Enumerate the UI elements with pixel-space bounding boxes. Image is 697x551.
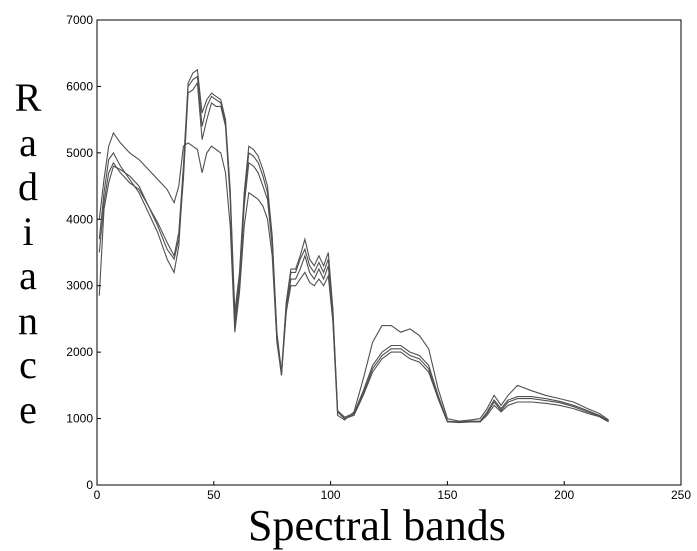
y-axis-label-letter: n xyxy=(18,297,38,343)
tick-layer: 0 50 100 150 200 250 0 1000 2000 3000 4000 5000 6000… xyxy=(66,13,691,502)
y-axis-label-letter: a xyxy=(19,119,37,165)
y-axis-label-letter: e xyxy=(19,386,37,432)
y-tick-label: 5000 xyxy=(66,146,93,160)
x-tick-label: 100 xyxy=(321,488,341,502)
x-tick-label: 200 xyxy=(554,488,574,502)
y-tick-label: 4000 xyxy=(66,212,93,226)
y-tick-label: 7000 xyxy=(66,13,93,27)
y-axis-label-letter: R xyxy=(14,75,42,120)
series-layer xyxy=(98,68,609,424)
y-tick-label: 0 xyxy=(86,478,93,492)
y-tick-label: 1000 xyxy=(66,412,93,426)
y-axis-label-letter: d xyxy=(18,164,38,209)
series-line-4 xyxy=(98,68,609,423)
y-axis-label-letter: a xyxy=(19,253,37,298)
plot-area-frame xyxy=(96,19,682,486)
x-tick-label: 250 xyxy=(671,488,691,502)
x-axis-label: Spectral bands xyxy=(248,501,506,550)
x-tick-label: 0 xyxy=(94,488,101,502)
x-tick-label: 150 xyxy=(437,488,457,502)
y-tick-label: 6000 xyxy=(66,79,93,93)
x-tick-label: 50 xyxy=(207,488,221,502)
y-axis-label-letter: c xyxy=(19,342,37,387)
y-tick-label: 2000 xyxy=(66,345,93,359)
series-line-3 xyxy=(98,131,609,422)
y-tick-label: 3000 xyxy=(66,279,93,293)
y-axis-label-letter: i xyxy=(22,208,34,254)
